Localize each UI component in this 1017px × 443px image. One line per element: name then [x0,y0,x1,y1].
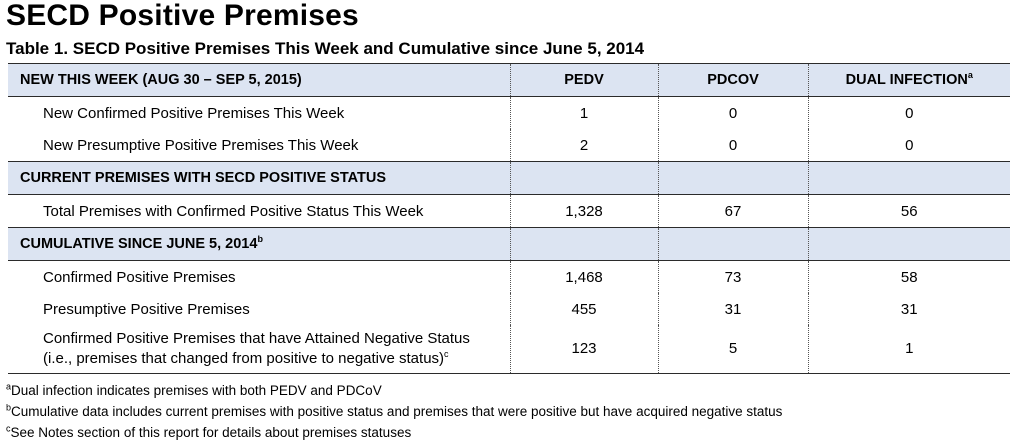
section-header-cumulative: CUMULATIVE SINCE JUNE 5, 2014b [8,227,1010,261]
cell-pedv: 1,468 [509,260,658,293]
cell-dual: 31 [807,293,1010,325]
row-label: New Confirmed Positive Premises This Wee… [43,104,345,122]
row-label: Confirmed Positive Premises [43,268,236,286]
table-row: New Confirmed Positive Premises This Wee… [8,96,1010,129]
section-heading: CUMULATIVE SINCE JUNE 5, 2014b [8,227,510,261]
row-label: Confirmed Positive Premises that have At… [8,325,510,374]
footnotes: aDual infection indicates premises with … [6,380,782,443]
table-row: Confirmed Positive Premises 1,468 73 58 [8,260,1010,293]
column-header-pdcov: PDCOV [657,63,808,97]
cell-pedv: 2 [509,129,658,162]
footnote-marker: b [257,234,263,245]
table-row: Total Premises with Confirmed Positive S… [8,194,1010,228]
cell-pdcov: 0 [657,96,808,129]
row-label: Total Premises with Confirmed Positive S… [43,202,424,220]
cell-pedv: 1,328 [509,194,658,228]
cell-dual: 0 [807,96,1010,129]
cell-pdcov: 67 [657,194,808,228]
cell-pdcov: 0 [657,129,808,162]
cell-pedv: 455 [509,293,658,325]
cell-dual: 0 [807,129,1010,162]
footnote-marker: c [444,349,449,359]
secd-premises-table: NEW THIS WEEK (AUG 30 – SEP 5, 2015) PED… [8,63,1010,374]
row-label: Presumptive Positive Premises [43,300,250,318]
cell-pdcov: 31 [657,293,808,325]
cell-pedv: 1 [509,96,658,129]
section-heading: CURRENT PREMISES WITH SECD POSITIVE STAT… [8,161,510,195]
cell-pdcov: 73 [657,260,808,293]
footnote-marker: a [967,70,973,81]
section-header-current-premises: CURRENT PREMISES WITH SECD POSITIVE STAT… [8,161,1010,195]
section-header-new-this-week: NEW THIS WEEK (AUG 30 – SEP 5, 2015) PED… [8,63,1010,97]
table-row: New Presumptive Positive Premises This W… [8,129,1010,162]
cell-dual: 1 [807,325,1010,374]
footnote-b: bCumulative data includes current premis… [6,402,783,419]
cell-dual: 56 [807,194,1010,228]
table-row: Presumptive Positive Premises 455 31 31 [8,293,1010,325]
column-header-dual-infection: DUAL INFECTIONa [807,63,1010,97]
footnote-c: cSee Notes section of this report for de… [6,423,412,440]
section-heading: NEW THIS WEEK (AUG 30 – SEP 5, 2015) [8,63,510,97]
cell-pedv: 123 [509,325,658,374]
page-title: SECD Positive Premises [6,0,359,32]
table-row: Confirmed Positive Premises that have At… [8,325,1010,374]
cell-pdcov: 5 [657,325,808,374]
table-caption: Table 1. SECD Positive Premises This Wee… [6,39,645,58]
row-label: New Presumptive Positive Premises This W… [43,136,359,154]
column-header-pedv: PEDV [509,63,658,97]
cell-dual: 58 [807,260,1010,293]
footnote-a: aDual infection indicates premises with … [6,381,382,398]
